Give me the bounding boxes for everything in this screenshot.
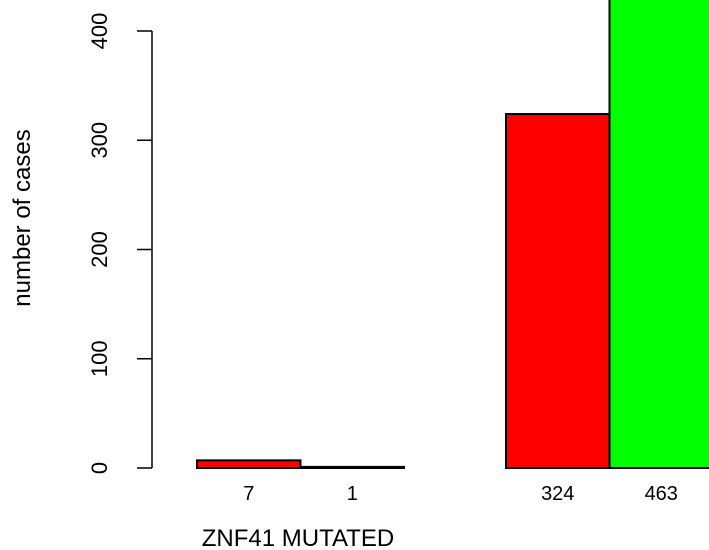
y-axis: 0 100 200 300 400 [87, 13, 153, 474]
bar-value-label: 7 [243, 483, 254, 505]
y-tick-label: 400 [87, 13, 112, 50]
y-tick-label: 200 [87, 231, 112, 268]
bar-1-2 [299, 465, 405, 470]
y-axis-title: number of cases [9, 129, 36, 306]
y-tick-label: 300 [87, 122, 112, 159]
bar-value-label: 324 [541, 483, 574, 505]
y-tick-label: 0 [87, 462, 112, 474]
bar-2-1 [505, 113, 611, 469]
bar-2-2 [608, 0, 709, 470]
x-group-label: ZNF41 MUTATED [202, 525, 394, 550]
bar-1-1 [196, 459, 302, 470]
bar-value-label: 463 [645, 483, 678, 505]
y-tick-label: 100 [87, 340, 112, 377]
bar-value-label: 1 [347, 483, 358, 505]
